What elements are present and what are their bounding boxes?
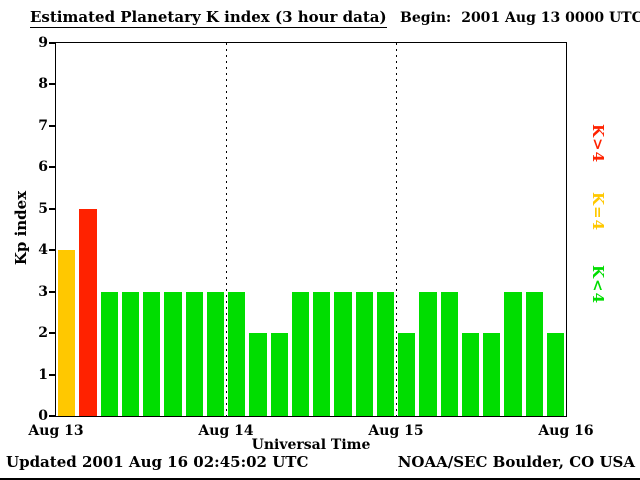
kp-bar [483,333,501,416]
kp-bar [206,291,224,416]
y-tick-mark [49,373,55,376]
kp-bar [525,291,543,416]
y-tick-mark [49,249,55,252]
kp-bar [440,291,458,416]
y-tick-label: 9 [38,35,48,51]
y-tick-label: 0 [38,408,48,424]
kp-bar [334,291,352,416]
kp-bar [228,291,246,416]
legend-k-lt-4: K<4 [589,265,607,305]
x-axis-title: Universal Time [251,437,371,453]
kp-bar [164,291,182,416]
y-tick-mark [49,290,55,293]
kp-bar [185,291,203,416]
kp-bar [58,250,76,416]
kp-bar [270,333,288,416]
kp-bar [291,291,309,416]
chart-title: Estimated Planetary K index (3 hour data… [30,8,387,28]
x-tick-label: Aug 15 [368,423,424,439]
kp-bar [461,333,479,416]
x-tick-label: Aug 14 [198,423,254,439]
x-tick-label: Aug 13 [28,423,84,439]
kp-bar [313,291,331,416]
kp-bar [504,291,522,416]
y-tick-label: 7 [38,117,48,134]
day-gridline [226,43,227,416]
y-tick-label: 3 [38,283,48,300]
kp-bar [419,291,437,416]
y-tick-label: 8 [38,76,48,93]
legend-k-eq-4: K=4 [589,192,607,232]
kp-bar [79,208,97,416]
kp-bar [376,291,394,416]
begin-value: 2001 Aug 13 0000 UTC [461,10,640,26]
y-tick-mark [49,42,55,44]
y-tick-mark [49,124,55,127]
plot-area: 0 1 2 3 4 5 6 7 8 9 Aug 13 Aug 14 Aug 15 Aug 16 [28,35,593,439]
y-tick-label: 2 [38,325,48,342]
kp-bar [100,291,118,416]
kp-bar [143,291,161,416]
kp-bar [121,291,139,416]
legend-k-gt-4: K>4 [589,124,607,164]
kp-bar [355,291,373,416]
y-tick-label: 6 [38,159,48,176]
updated-text: Updated 2001 Aug 16 02:45:02 UTC [6,453,309,471]
y-tick-mark [49,207,55,210]
kp-bar [249,333,267,416]
y-tick-mark [49,415,55,417]
kp-bar [546,333,564,416]
bottom-border [0,478,640,480]
y-tick-label: 5 [38,200,48,217]
begin-label: Begin: [400,10,452,26]
kp-bar [398,333,416,416]
y-tick-mark [49,166,55,169]
x-tick-label: Aug 16 [538,423,594,439]
begin-timestamp: Begin: 2001 Aug 13 0000 UTC [400,10,640,26]
y-tick-label: 4 [38,242,48,259]
day-gridline [396,43,397,416]
y-tick-mark [49,83,55,86]
y-tick-label: 1 [38,366,48,383]
y-tick-mark [49,332,55,335]
source-text: NOAA/SEC Boulder, CO USA [397,453,635,471]
